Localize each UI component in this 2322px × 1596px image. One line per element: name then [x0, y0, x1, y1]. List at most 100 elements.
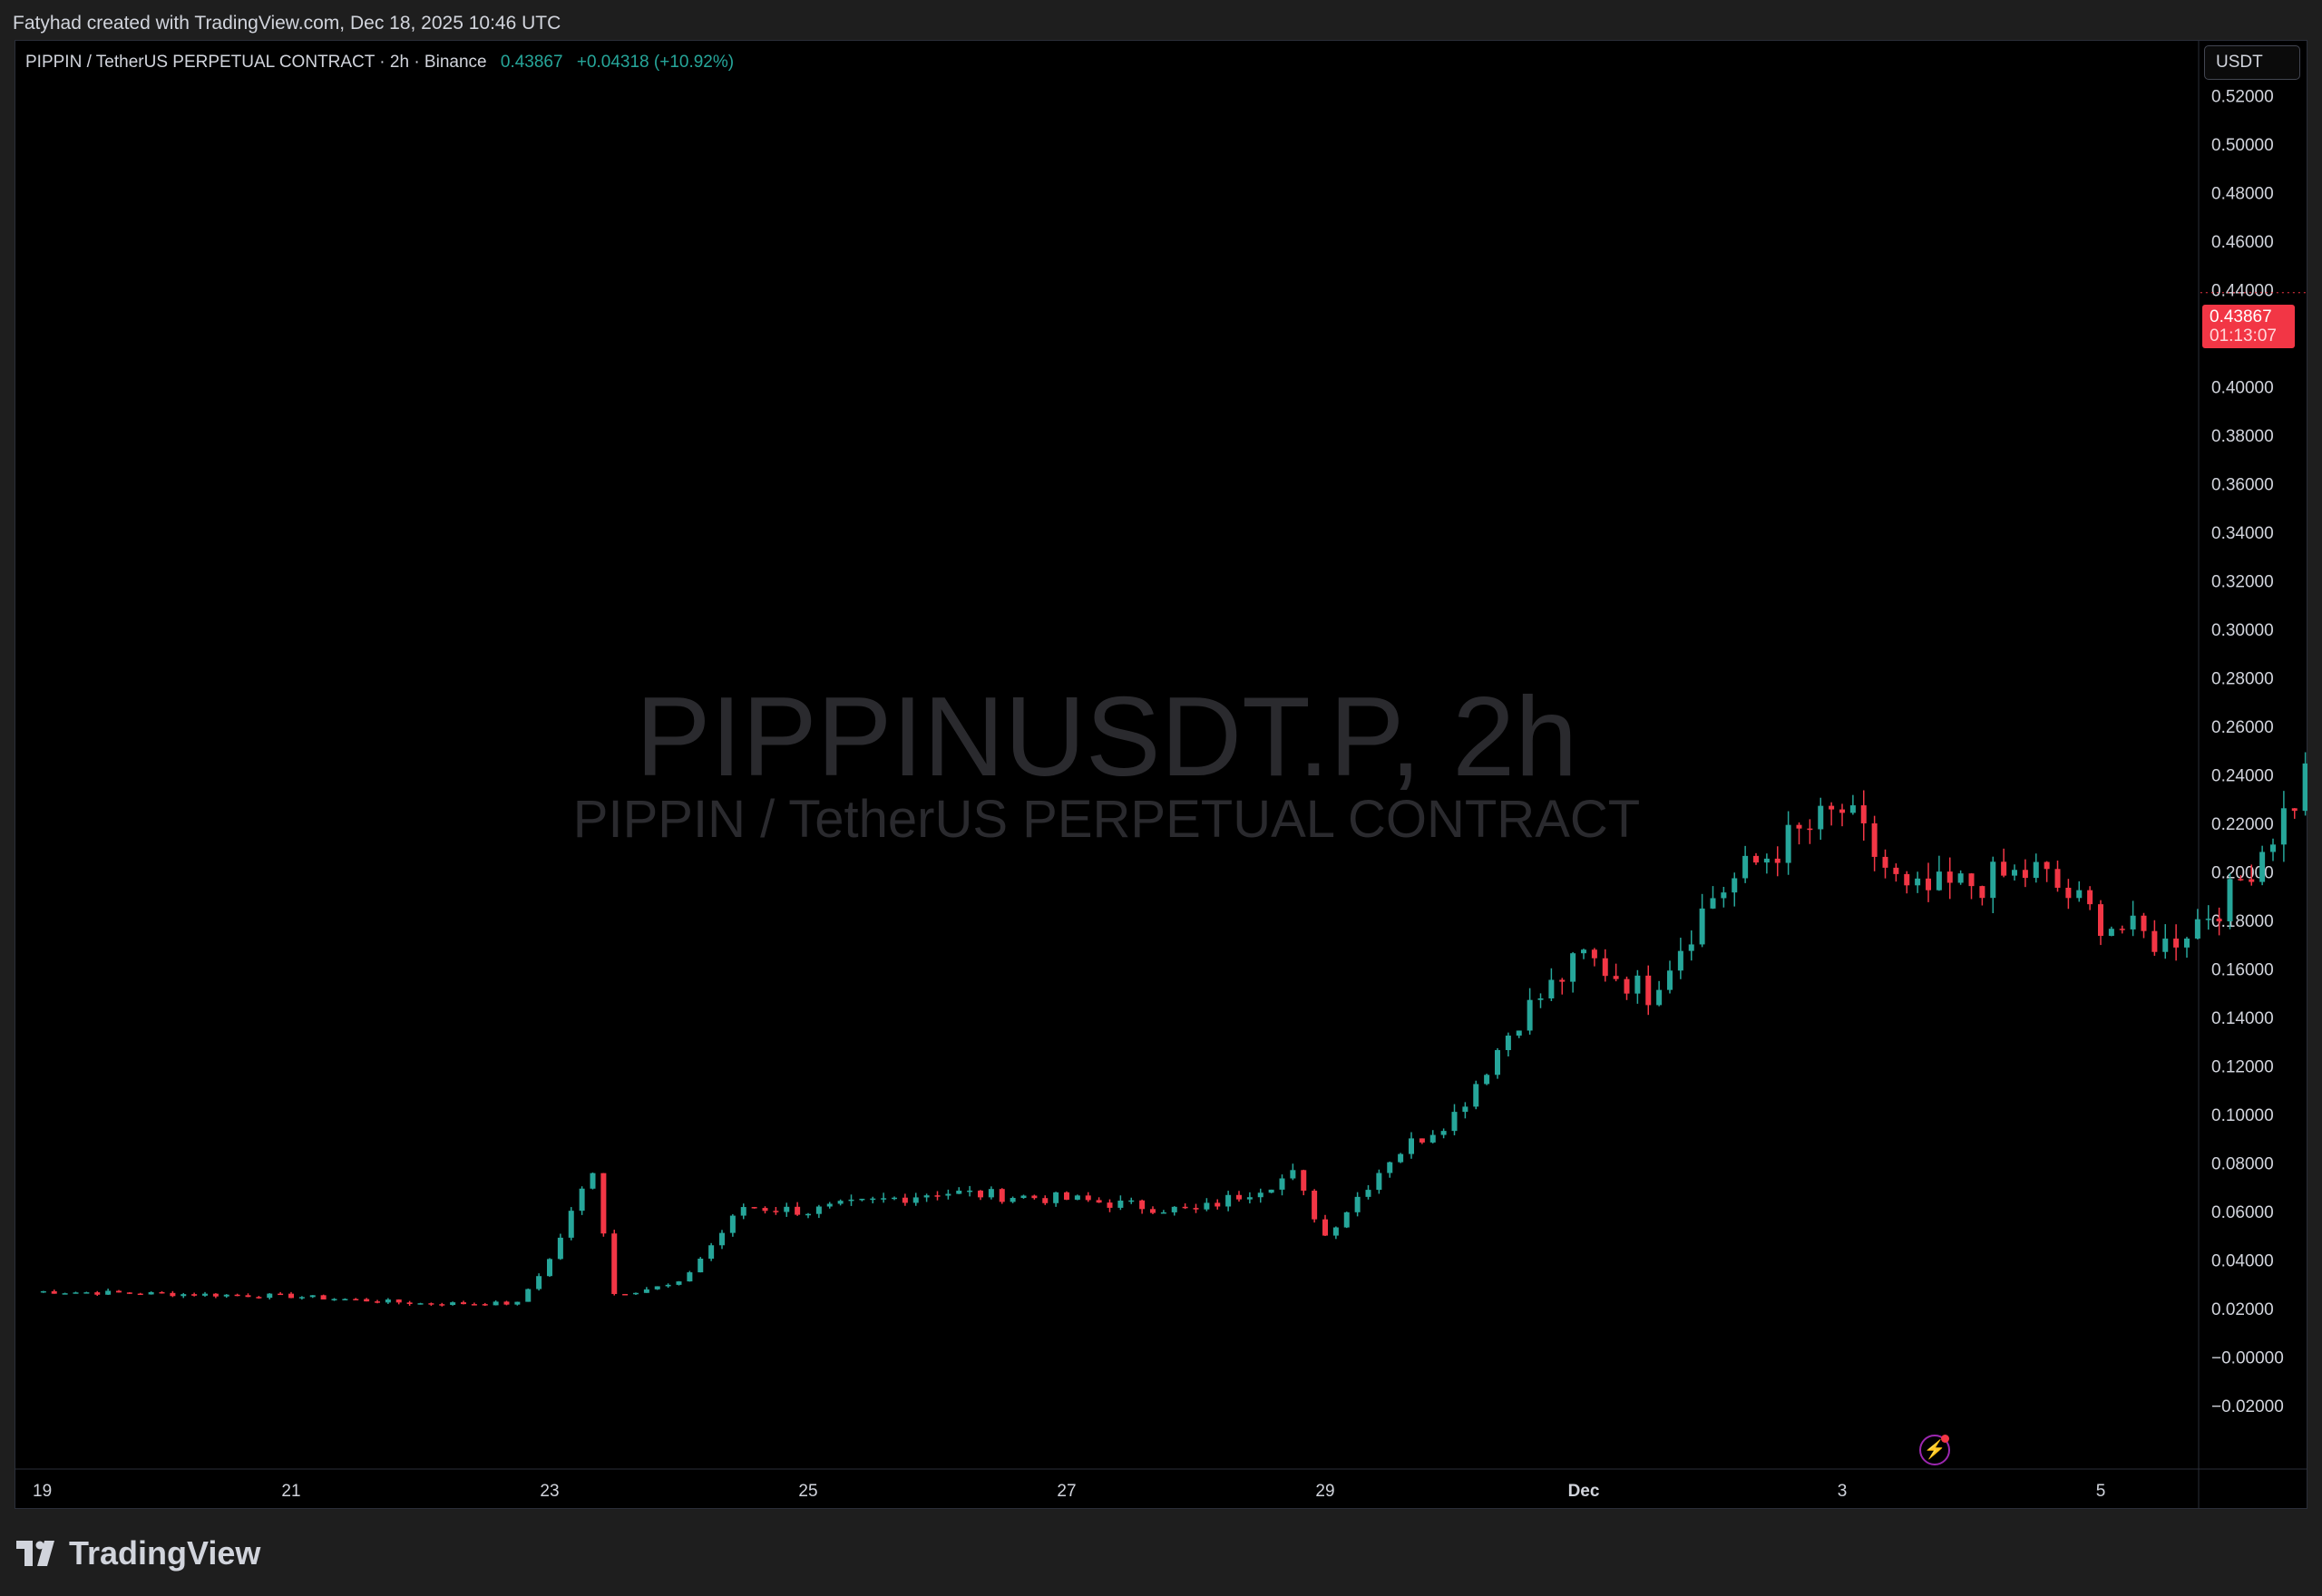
candle-body [2280, 808, 2287, 845]
x-tick-label: 5 [2096, 1482, 2106, 1501]
candle-body [881, 1198, 887, 1200]
y-tick-label: 0.38000 [2211, 427, 2274, 446]
candle-body [256, 1297, 262, 1299]
candle-body [978, 1190, 983, 1198]
candle-body [912, 1197, 919, 1203]
candles [40, 752, 2307, 1307]
candle-body [1710, 898, 1716, 909]
candle-body [2130, 915, 2136, 929]
candle-body [320, 1295, 327, 1299]
candle-body [1957, 873, 1964, 883]
candle-body [2249, 879, 2255, 882]
y-tick-label: 0.12000 [2211, 1057, 2274, 1076]
lightning-icon[interactable]: ⚡ [1919, 1435, 1950, 1465]
candlestick-chart[interactable]: 0.520000.500000.480000.460000.440000.420… [15, 40, 2307, 1509]
candle-body [536, 1276, 542, 1289]
candle-body [600, 1173, 607, 1234]
y-tick-label: −0.02000 [2211, 1397, 2284, 1416]
candle-body [1225, 1194, 1232, 1207]
candle-body [1398, 1153, 1404, 1163]
candle-body [2119, 929, 2125, 930]
candle-body [40, 1290, 46, 1293]
candle-body [1667, 970, 1673, 990]
candle-body [2270, 844, 2276, 852]
candle-body [223, 1294, 229, 1297]
candle-body [1010, 1198, 1016, 1202]
y-tick-label: 0.44000 [2211, 281, 2274, 300]
legend-change: +0.04318 (+10.92%) [576, 53, 735, 72]
x-tick-label: 23 [540, 1482, 559, 1501]
candle-body [1839, 809, 1845, 813]
candle-body [1343, 1212, 1350, 1228]
candle-body [385, 1299, 391, 1303]
candle-body [1053, 1192, 1059, 1203]
candle-body [439, 1304, 445, 1306]
candle-body [471, 1304, 477, 1306]
candle-body [148, 1291, 154, 1295]
y-tick-label: 0.28000 [2211, 669, 2274, 688]
candle-body [73, 1292, 79, 1294]
candle-body [288, 1293, 294, 1299]
y-tick-label: 0.40000 [2211, 378, 2274, 397]
candle-body [2259, 852, 2266, 882]
chart-pane[interactable] [15, 40, 2307, 1509]
candle-body [1602, 958, 1608, 977]
candle-body [1290, 1170, 1296, 1179]
candle-body [2076, 890, 2083, 899]
candle-body [1354, 1196, 1361, 1212]
candle-body [2054, 869, 2061, 888]
candle-body [795, 1206, 801, 1215]
candle-body [1462, 1106, 1468, 1113]
candle-body [1548, 979, 1555, 999]
candle-body [773, 1211, 779, 1212]
tradingview-logo[interactable]: TradingView [16, 1534, 260, 1572]
candle-body [180, 1294, 187, 1297]
candle-body [1893, 867, 1899, 874]
candle-body [406, 1302, 413, 1305]
candle-body [708, 1245, 715, 1260]
symbol-legend[interactable]: PIPPIN / TetherUS PERPETUAL CONTRACT · 2… [25, 53, 734, 73]
candle-body [1774, 858, 1781, 863]
candle-body [2108, 929, 2114, 937]
candle-body [1160, 1212, 1166, 1214]
candle-body [837, 1201, 844, 1204]
candle-body [698, 1259, 704, 1273]
candle-body [1634, 975, 1641, 994]
currency-button[interactable]: USDT [2204, 45, 2300, 80]
candle-body [234, 1294, 240, 1297]
candle-body [1440, 1131, 1447, 1135]
x-tick-label: 27 [1057, 1482, 1076, 1501]
candle-body [1677, 950, 1683, 971]
legend-last-price: 0.43867 [500, 53, 563, 72]
candle-body [267, 1293, 273, 1299]
candle-body [784, 1206, 790, 1212]
candle-body [493, 1301, 499, 1306]
candle-body [2098, 904, 2103, 937]
chart-credit: Fatyhad created with TradingView.com, De… [13, 13, 561, 34]
candle-body [1365, 1190, 1371, 1197]
candle-body [1624, 978, 1630, 994]
candle-body [1085, 1195, 1091, 1201]
y-tick-label: 0.46000 [2211, 233, 2274, 252]
candle-body [1968, 873, 1975, 887]
candle-body [331, 1299, 337, 1300]
candle-body [1849, 805, 1856, 813]
candle-body [1107, 1202, 1113, 1208]
candle-body [826, 1203, 833, 1207]
candle-body [94, 1292, 101, 1295]
candle-body [342, 1299, 348, 1300]
candle-body [514, 1301, 521, 1305]
candle-body [590, 1173, 596, 1189]
candle-body [137, 1293, 143, 1296]
candle-body [892, 1197, 897, 1200]
candle-body [902, 1197, 908, 1203]
bar-countdown: 01:13:07 [2210, 326, 2277, 345]
candle-body [654, 1286, 660, 1289]
candle-body [395, 1299, 402, 1303]
notification-dot [1941, 1435, 1949, 1443]
candle-body [2087, 890, 2093, 905]
y-tick-label: 0.14000 [2211, 1009, 2274, 1028]
candle-body [2151, 930, 2158, 952]
candle-body [2162, 939, 2169, 952]
candle-body [1516, 1030, 1522, 1036]
